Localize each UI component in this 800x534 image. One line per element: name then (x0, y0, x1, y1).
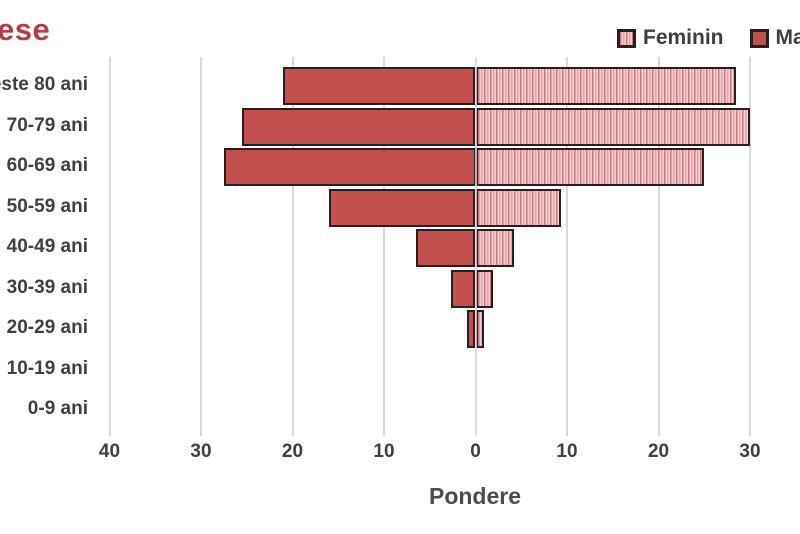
legend-label-feminin: Feminin (643, 26, 724, 49)
legend-label-masculin: Ma (775, 26, 800, 49)
y-axis-label: este 80 ani (0, 74, 88, 95)
y-axis-label: 0-9 ani (27, 398, 88, 419)
masculin-swatch-icon (749, 28, 769, 48)
bar-masculin-40-49-ani (416, 229, 476, 267)
bar-feminin-30-39-ani (475, 269, 493, 308)
bar-masculin-70-79-ani (242, 107, 476, 146)
bar-masculin-20-29-ani (467, 310, 476, 348)
bar-masculin-60-69-ani (223, 148, 476, 186)
x-tick-label: 30 (190, 441, 212, 462)
x-tick-label: 30 (739, 441, 761, 462)
y-axis-label: 10-19 ani (6, 357, 88, 379)
feminin-swatch-icon (617, 28, 636, 48)
bar-masculin-30-39-ani (450, 269, 476, 308)
x-axis-title: Pondere (428, 483, 522, 509)
legend-item-masculin: Ma (749, 26, 800, 50)
x-tick-label: 20 (281, 441, 304, 462)
chart-title: ese (0, 12, 51, 47)
bar-masculin-este-80-ani (283, 67, 476, 105)
gridline (383, 57, 385, 436)
x-tick-label: 20 (647, 441, 670, 462)
gridline (200, 57, 202, 436)
bar-feminin-50-59-ani (475, 188, 561, 227)
gridline (657, 57, 660, 436)
zero-line (474, 57, 477, 436)
y-axis-label: 60-69 ani (6, 155, 88, 176)
y-axis-label: 30-39 ani (6, 276, 88, 298)
gridline (749, 57, 751, 436)
x-tick-label: 10 (556, 441, 578, 462)
x-tick-label: 40 (98, 441, 121, 462)
gridline (566, 57, 568, 436)
x-tick-label: 10 (373, 441, 395, 462)
y-axis-label: 50-59 ani (6, 195, 88, 217)
gridline (291, 57, 294, 436)
chart-legend: Feminin Ma (617, 26, 800, 50)
gridline (108, 57, 111, 436)
bar-feminin-70-79-ani (475, 107, 750, 146)
x-tick-label: 0 (470, 441, 481, 462)
bar-feminin-este-80-ani (475, 67, 737, 105)
bar-feminin-40-49-ani (475, 229, 514, 267)
bar-feminin-20-29-ani (475, 310, 484, 348)
bar-masculin-50-59-ani (329, 188, 476, 227)
y-axis-label: 70-79 ani (6, 114, 88, 136)
y-axis-label: 20-29 ani (6, 317, 88, 338)
y-axis-label: 40-49 ani (6, 236, 88, 257)
legend-item-feminin: Feminin (617, 26, 724, 50)
bar-feminin-60-69-ani (475, 148, 705, 186)
